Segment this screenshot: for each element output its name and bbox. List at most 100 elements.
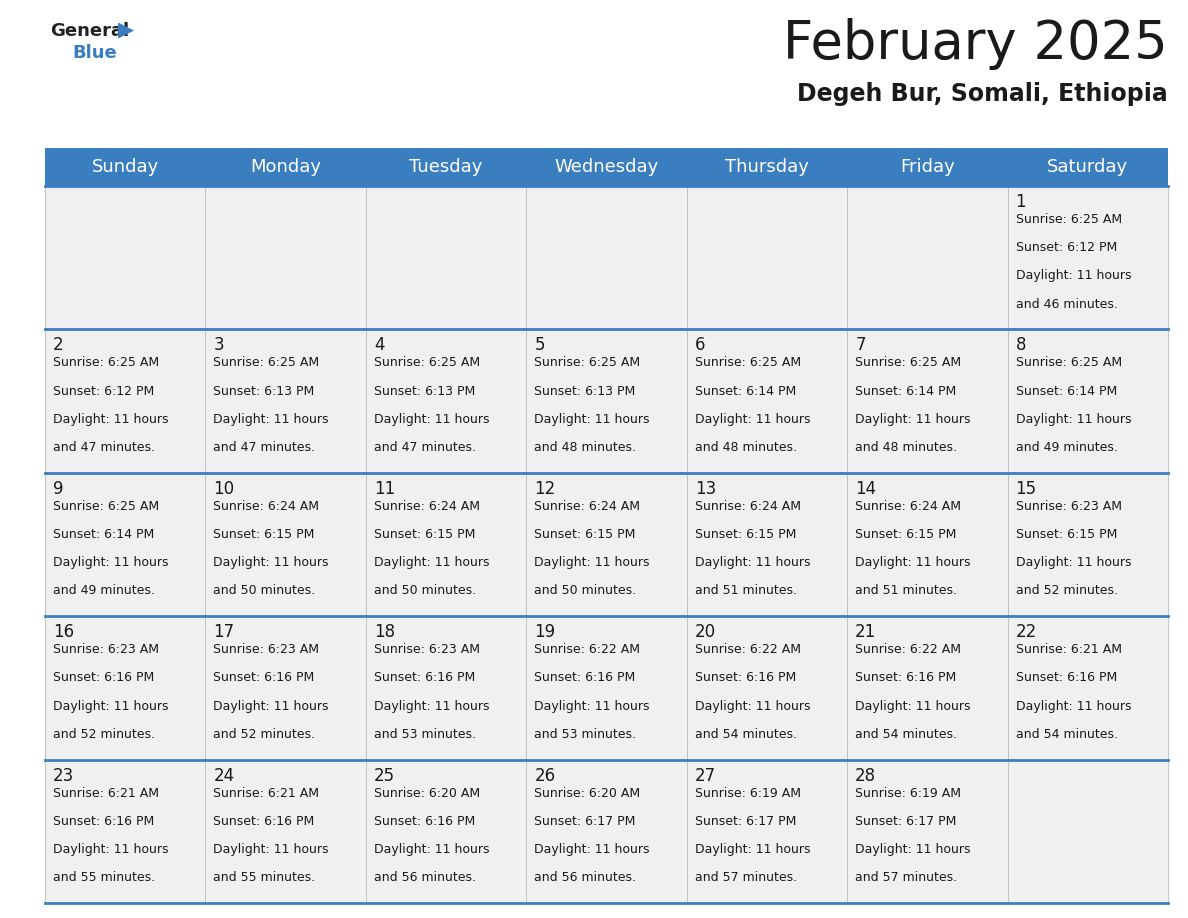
- Text: 3: 3: [214, 336, 225, 354]
- Text: and 50 minutes.: and 50 minutes.: [374, 585, 476, 598]
- Text: Daylight: 11 hours: Daylight: 11 hours: [1016, 413, 1131, 426]
- Text: Degeh Bur, Somali, Ethiopia: Degeh Bur, Somali, Ethiopia: [797, 82, 1168, 106]
- Bar: [526, 330, 687, 473]
- Text: Daylight: 11 hours: Daylight: 11 hours: [695, 843, 810, 856]
- Text: Daylight: 11 hours: Daylight: 11 hours: [695, 700, 810, 712]
- Text: 10: 10: [214, 480, 234, 498]
- Text: Sunrise: 6:19 AM: Sunrise: 6:19 AM: [855, 787, 961, 800]
- Text: 17: 17: [214, 623, 234, 641]
- Text: Blue: Blue: [72, 44, 116, 62]
- Text: Saturday: Saturday: [1048, 158, 1129, 176]
- Text: Daylight: 11 hours: Daylight: 11 hours: [374, 413, 489, 426]
- Text: Sunrise: 6:20 AM: Sunrise: 6:20 AM: [535, 787, 640, 800]
- Text: and 57 minutes.: and 57 minutes.: [855, 871, 958, 884]
- Text: ▶: ▶: [118, 20, 134, 40]
- Text: Daylight: 11 hours: Daylight: 11 hours: [53, 700, 169, 712]
- Text: and 52 minutes.: and 52 minutes.: [1016, 585, 1118, 598]
- Text: Sunrise: 6:25 AM: Sunrise: 6:25 AM: [374, 356, 480, 369]
- Bar: [366, 759, 526, 903]
- Text: Daylight: 11 hours: Daylight: 11 hours: [1016, 700, 1131, 712]
- Text: and 57 minutes.: and 57 minutes.: [695, 871, 797, 884]
- Text: 5: 5: [535, 336, 545, 354]
- Text: February 2025: February 2025: [783, 18, 1168, 70]
- Text: Thursday: Thursday: [725, 158, 809, 176]
- Bar: [687, 759, 847, 903]
- Text: Daylight: 11 hours: Daylight: 11 hours: [1016, 556, 1131, 569]
- Bar: [45, 330, 206, 473]
- Text: Sunset: 6:16 PM: Sunset: 6:16 PM: [1016, 671, 1117, 685]
- Bar: [687, 186, 847, 330]
- Text: and 51 minutes.: and 51 minutes.: [695, 585, 797, 598]
- Bar: [366, 616, 526, 759]
- Text: and 54 minutes.: and 54 minutes.: [695, 728, 797, 741]
- Text: Sunset: 6:16 PM: Sunset: 6:16 PM: [535, 671, 636, 685]
- Text: Sunset: 6:13 PM: Sunset: 6:13 PM: [374, 385, 475, 397]
- Bar: [1007, 330, 1168, 473]
- Text: Sunset: 6:16 PM: Sunset: 6:16 PM: [374, 815, 475, 828]
- Text: 7: 7: [855, 336, 866, 354]
- Bar: [687, 616, 847, 759]
- Text: Daylight: 11 hours: Daylight: 11 hours: [214, 700, 329, 712]
- Text: 1: 1: [1016, 193, 1026, 211]
- Text: Tuesday: Tuesday: [410, 158, 482, 176]
- Bar: [206, 186, 366, 330]
- Text: Sunrise: 6:22 AM: Sunrise: 6:22 AM: [535, 644, 640, 656]
- Text: Daylight: 11 hours: Daylight: 11 hours: [53, 843, 169, 856]
- Text: Daylight: 11 hours: Daylight: 11 hours: [374, 843, 489, 856]
- Bar: [45, 148, 1168, 186]
- Text: Daylight: 11 hours: Daylight: 11 hours: [535, 700, 650, 712]
- Text: 14: 14: [855, 480, 877, 498]
- Text: Daylight: 11 hours: Daylight: 11 hours: [695, 413, 810, 426]
- Text: and 48 minutes.: and 48 minutes.: [695, 441, 797, 454]
- Bar: [45, 759, 206, 903]
- Text: Sunset: 6:17 PM: Sunset: 6:17 PM: [535, 815, 636, 828]
- Text: Sunset: 6:17 PM: Sunset: 6:17 PM: [695, 815, 796, 828]
- Text: Sunset: 6:13 PM: Sunset: 6:13 PM: [535, 385, 636, 397]
- Text: Daylight: 11 hours: Daylight: 11 hours: [855, 556, 971, 569]
- Bar: [687, 330, 847, 473]
- Text: 18: 18: [374, 623, 394, 641]
- Text: Daylight: 11 hours: Daylight: 11 hours: [53, 556, 169, 569]
- Text: Sunrise: 6:23 AM: Sunrise: 6:23 AM: [374, 644, 480, 656]
- Bar: [1007, 186, 1168, 330]
- Bar: [526, 473, 687, 616]
- Text: Sunset: 6:16 PM: Sunset: 6:16 PM: [695, 671, 796, 685]
- Text: and 49 minutes.: and 49 minutes.: [1016, 441, 1118, 454]
- Text: Sunset: 6:16 PM: Sunset: 6:16 PM: [53, 671, 154, 685]
- Text: Sunrise: 6:23 AM: Sunrise: 6:23 AM: [214, 644, 320, 656]
- Bar: [206, 759, 366, 903]
- Text: and 50 minutes.: and 50 minutes.: [535, 585, 637, 598]
- Bar: [526, 616, 687, 759]
- Text: 8: 8: [1016, 336, 1026, 354]
- Text: Sunset: 6:14 PM: Sunset: 6:14 PM: [695, 385, 796, 397]
- Text: 21: 21: [855, 623, 877, 641]
- Bar: [366, 330, 526, 473]
- Text: and 55 minutes.: and 55 minutes.: [214, 871, 316, 884]
- Text: Daylight: 11 hours: Daylight: 11 hours: [855, 843, 971, 856]
- Text: Sunrise: 6:21 AM: Sunrise: 6:21 AM: [214, 787, 320, 800]
- Text: Sunrise: 6:19 AM: Sunrise: 6:19 AM: [695, 787, 801, 800]
- Bar: [1007, 616, 1168, 759]
- Text: Sunrise: 6:21 AM: Sunrise: 6:21 AM: [1016, 644, 1121, 656]
- Text: 11: 11: [374, 480, 396, 498]
- Text: 22: 22: [1016, 623, 1037, 641]
- Text: 9: 9: [53, 480, 63, 498]
- Text: 25: 25: [374, 767, 394, 785]
- Text: Sunrise: 6:25 AM: Sunrise: 6:25 AM: [695, 356, 801, 369]
- Text: Daylight: 11 hours: Daylight: 11 hours: [214, 843, 329, 856]
- Text: and 47 minutes.: and 47 minutes.: [53, 441, 154, 454]
- Text: Sunset: 6:12 PM: Sunset: 6:12 PM: [1016, 241, 1117, 254]
- Text: and 55 minutes.: and 55 minutes.: [53, 871, 156, 884]
- Text: Sunrise: 6:25 AM: Sunrise: 6:25 AM: [53, 356, 159, 369]
- Text: 2: 2: [53, 336, 64, 354]
- Text: Sunset: 6:15 PM: Sunset: 6:15 PM: [855, 528, 956, 541]
- Text: 27: 27: [695, 767, 716, 785]
- Text: Wednesday: Wednesday: [555, 158, 658, 176]
- Text: Sunday: Sunday: [91, 158, 159, 176]
- Text: and 50 minutes.: and 50 minutes.: [214, 585, 316, 598]
- Text: and 51 minutes.: and 51 minutes.: [855, 585, 958, 598]
- Text: and 52 minutes.: and 52 minutes.: [214, 728, 316, 741]
- Text: Sunrise: 6:22 AM: Sunrise: 6:22 AM: [695, 644, 801, 656]
- Bar: [45, 616, 206, 759]
- Text: Monday: Monday: [251, 158, 321, 176]
